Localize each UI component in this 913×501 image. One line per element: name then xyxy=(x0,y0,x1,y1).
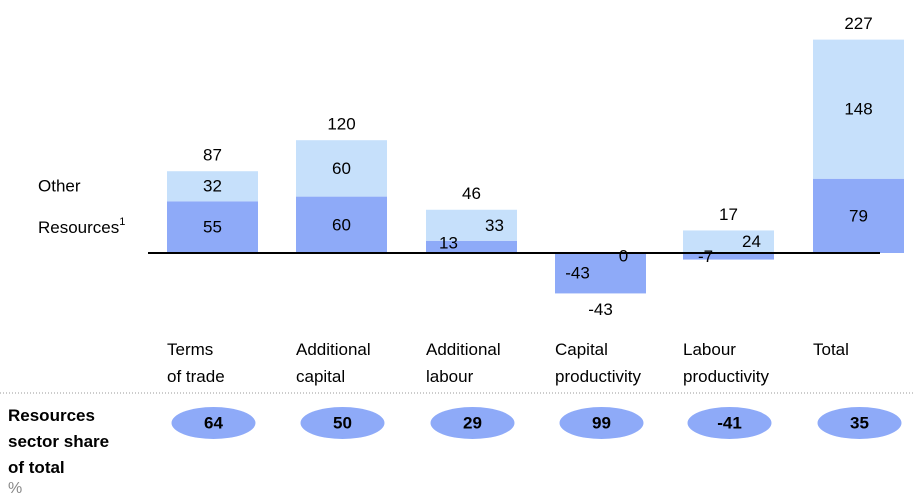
share-label: 64 xyxy=(204,413,223,432)
bar-segment xyxy=(813,178,904,253)
share-label: 29 xyxy=(463,413,482,432)
value-label: -43 xyxy=(565,264,590,283)
share-ellipse xyxy=(817,407,902,439)
value-label: -7 xyxy=(698,247,713,266)
value-label: 148 xyxy=(844,100,872,119)
bar-segment xyxy=(426,240,517,253)
total-label: 46 xyxy=(462,184,481,203)
share-ellipse xyxy=(430,407,515,439)
value-label: 32 xyxy=(203,177,222,196)
footnote: 1 xyxy=(119,216,125,228)
total-label: 227 xyxy=(844,14,872,33)
category-label: Additional capital xyxy=(296,340,371,386)
share-title: Resources sector share of total xyxy=(8,406,110,477)
bar-segment xyxy=(167,201,258,253)
legend-label: Resources1 xyxy=(38,216,125,238)
total-label: 120 xyxy=(327,115,355,134)
share-ellipse xyxy=(171,407,256,439)
share-label: 50 xyxy=(333,413,352,432)
value-label: 0 xyxy=(619,246,628,265)
bar-segment xyxy=(426,209,517,241)
bar-segment xyxy=(813,39,904,179)
total-label: 17 xyxy=(719,205,738,224)
category-label: Total xyxy=(813,340,849,359)
bar-segment xyxy=(296,196,387,253)
legend-label: Other xyxy=(38,176,81,195)
total-label: -43 xyxy=(588,300,613,319)
value-label: 24 xyxy=(742,232,761,251)
share-unit: % xyxy=(8,480,23,497)
bar-segment xyxy=(296,140,387,197)
category-label: Labour productivity xyxy=(683,340,769,386)
share-ellipse xyxy=(300,407,385,439)
bar-segment xyxy=(683,253,774,260)
share-ellipse xyxy=(559,407,644,439)
total-label: 87 xyxy=(203,146,222,165)
value-label: 60 xyxy=(332,159,351,178)
category-label: Terms of trade xyxy=(167,340,225,386)
value-label: 79 xyxy=(849,206,868,225)
value-label: 55 xyxy=(203,218,222,237)
category-label: Capital productivity xyxy=(555,340,641,386)
value-label: 60 xyxy=(332,215,351,234)
value-label: 13 xyxy=(439,233,458,252)
bar-segment xyxy=(683,230,774,253)
share-label: 35 xyxy=(850,413,869,432)
value-label: 33 xyxy=(485,216,504,235)
legend-name: Resources xyxy=(38,218,119,237)
share-ellipse xyxy=(687,407,772,439)
share-label: -41 xyxy=(717,413,742,432)
category-label: Additional labour xyxy=(426,340,501,386)
share-label: 99 xyxy=(592,413,611,432)
bar-segment xyxy=(167,171,258,202)
bar-segment xyxy=(555,253,646,294)
